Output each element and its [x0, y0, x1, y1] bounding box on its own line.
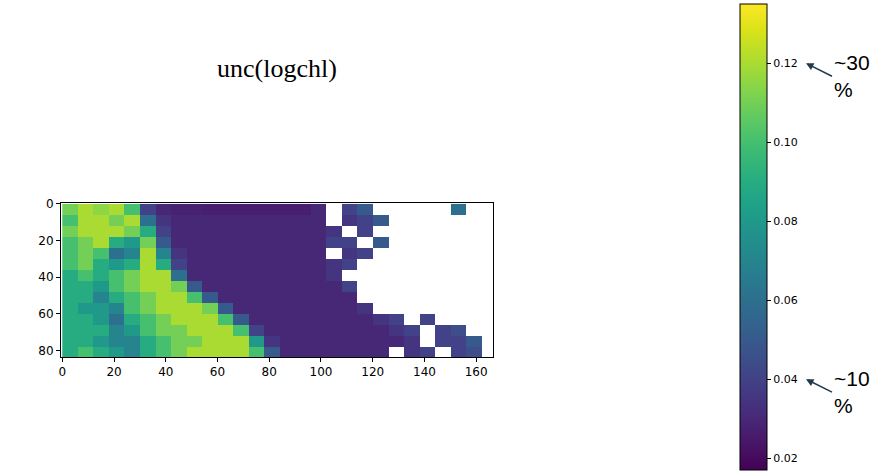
svg-text:140: 140	[413, 365, 436, 379]
svg-text:0.02: 0.02	[773, 452, 798, 465]
svg-text:~30%: ~30%	[834, 51, 870, 101]
svg-text:60: 60	[38, 307, 53, 321]
svg-text:0.08: 0.08	[773, 215, 798, 228]
svg-text:~10%: ~10%	[834, 367, 870, 417]
svg-text:80: 80	[262, 365, 277, 379]
svg-text:160: 160	[465, 365, 488, 379]
svg-text:0.06: 0.06	[773, 294, 798, 307]
svg-text:60: 60	[210, 365, 225, 379]
svg-text:20: 20	[38, 234, 53, 248]
svg-text:0: 0	[58, 365, 66, 379]
svg-text:0.10: 0.10	[773, 136, 798, 149]
svg-text:0.12: 0.12	[773, 57, 798, 70]
svg-text:20: 20	[106, 365, 121, 379]
svg-text:80: 80	[38, 344, 53, 358]
svg-text:unc(logchl): unc(logchl)	[217, 54, 337, 83]
svg-text:0: 0	[46, 197, 54, 211]
svg-text:120: 120	[361, 365, 384, 379]
svg-text:0.04: 0.04	[773, 373, 798, 386]
svg-text:40: 40	[158, 365, 173, 379]
svg-text:100: 100	[310, 365, 333, 379]
svg-text:40: 40	[38, 270, 53, 284]
